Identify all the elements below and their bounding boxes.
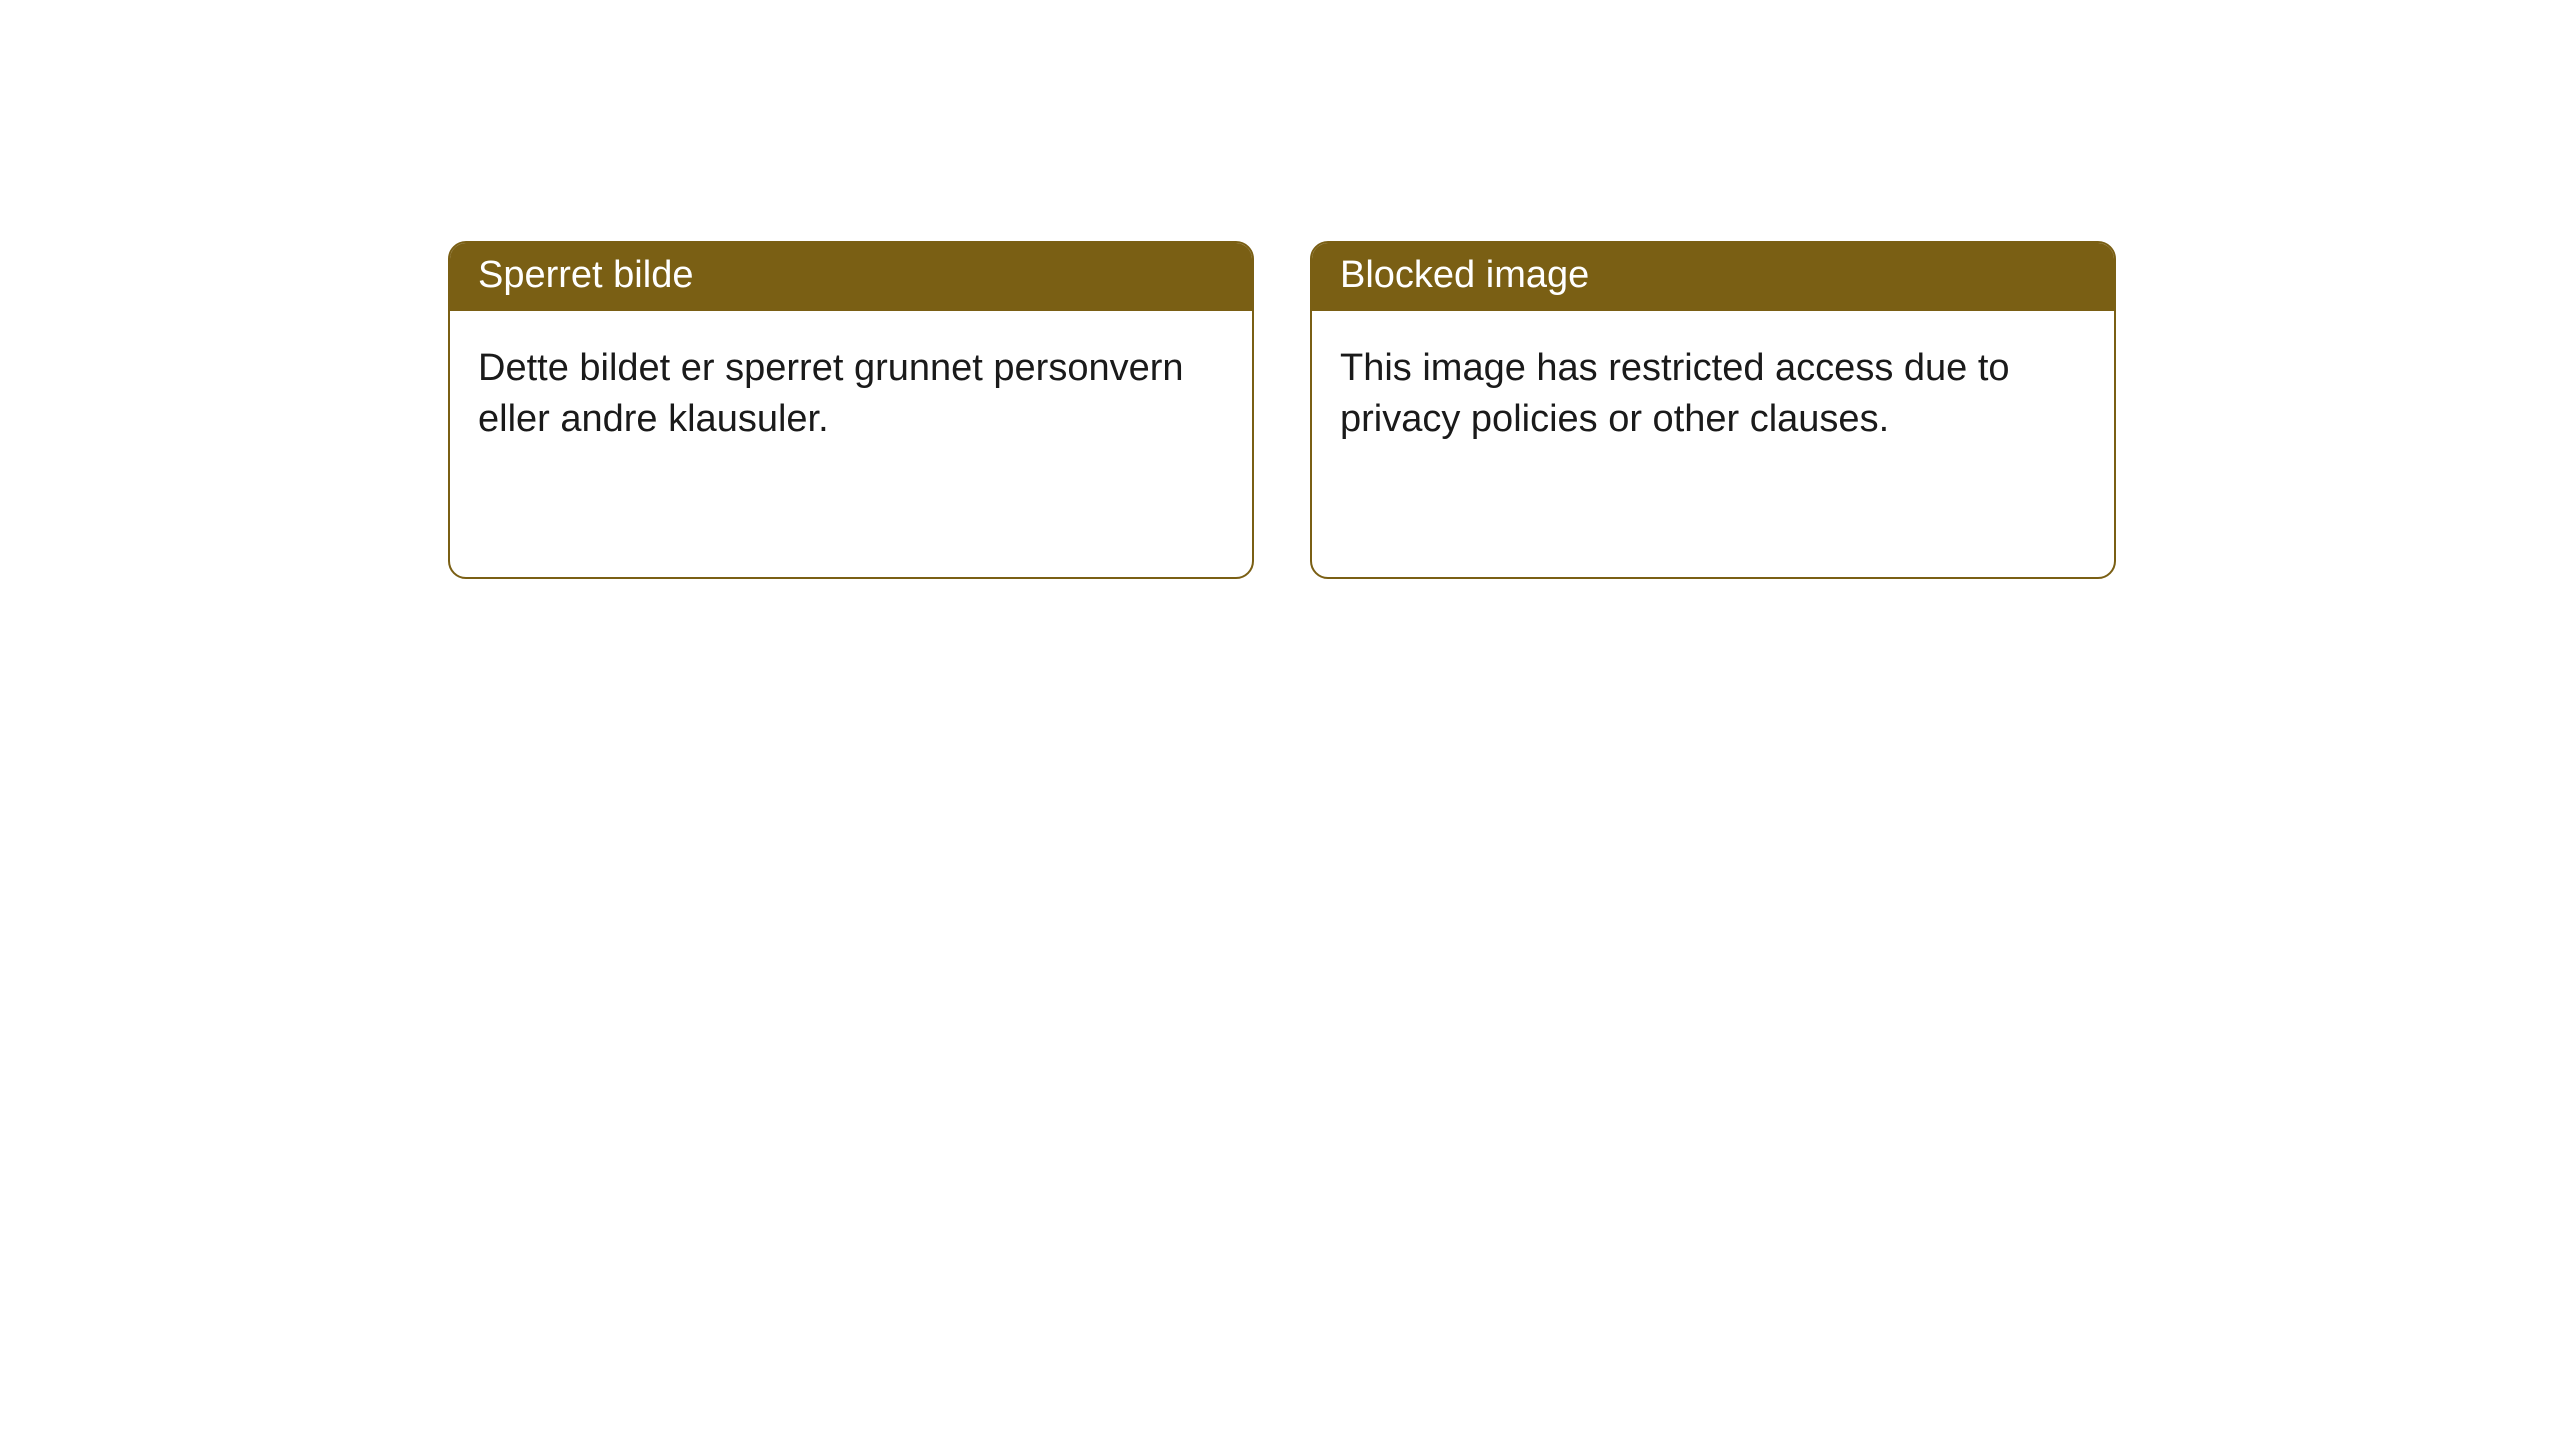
notice-card-title: Blocked image: [1340, 254, 1589, 296]
notice-card-header: Sperret bilde: [450, 243, 1252, 311]
notice-card-body: Dette bildet er sperret grunnet personve…: [450, 311, 1252, 478]
notice-card-title: Sperret bilde: [478, 254, 693, 296]
notice-cards-container: Sperret bilde Dette bildet er sperret gr…: [448, 241, 2116, 579]
notice-card-norwegian: Sperret bilde Dette bildet er sperret gr…: [448, 241, 1254, 579]
notice-card-english: Blocked image This image has restricted …: [1310, 241, 2116, 579]
notice-card-header: Blocked image: [1312, 243, 2114, 311]
notice-card-message: This image has restricted access due to …: [1340, 347, 2010, 441]
notice-card-body: This image has restricted access due to …: [1312, 311, 2114, 478]
notice-card-message: Dette bildet er sperret grunnet personve…: [478, 347, 1184, 441]
